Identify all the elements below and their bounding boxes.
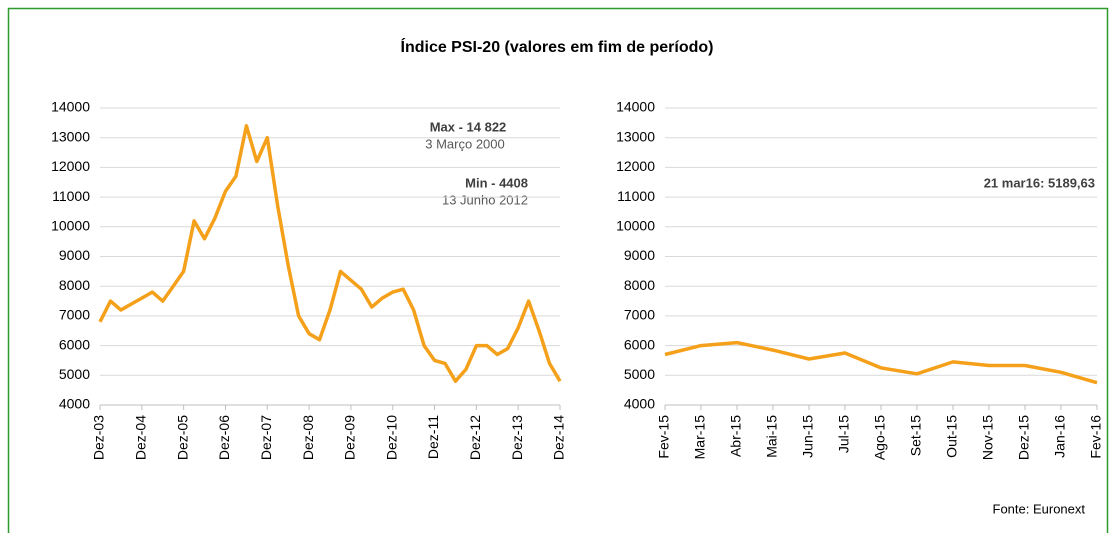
y-tick-label: 13000 xyxy=(616,128,655,144)
chart-title: Índice PSI-20 (valores em fim de período… xyxy=(401,37,714,56)
y-tick-label: 9000 xyxy=(59,247,90,263)
y-tick-label: 4000 xyxy=(624,396,655,412)
x-tick-label: Dez-13 xyxy=(509,415,525,460)
y-tick-label: 7000 xyxy=(624,307,655,323)
annotation: 13 Junho 2012 xyxy=(442,192,528,207)
annotation: Max - 14 822 xyxy=(430,119,507,134)
y-tick-label: 7000 xyxy=(59,307,90,323)
x-tick-label: Fev-15 xyxy=(656,415,672,459)
frame xyxy=(7,7,1109,538)
x-tick-label: Jun-15 xyxy=(800,415,816,458)
x-tick-label: Set-15 xyxy=(908,415,924,456)
x-tick-label: Dez-08 xyxy=(300,415,316,460)
annotation: 21 mar16: 5189,63 xyxy=(984,175,1095,190)
line xyxy=(664,340,1098,385)
annotation: 3 Março 2000 xyxy=(425,136,505,151)
y-tick-label: 14000 xyxy=(51,99,90,115)
x-tick-label: Dez-14 xyxy=(551,415,567,460)
x-tick-label: Dez-15 xyxy=(1016,415,1032,460)
x-tick-label: Jan-16 xyxy=(1052,415,1068,458)
x-tick-label: Mai-15 xyxy=(764,415,780,458)
y-tick-label: 14000 xyxy=(616,99,655,115)
x-tick-label: Mar-15 xyxy=(692,415,708,460)
x-tick-label: Dez-11 xyxy=(425,415,441,459)
x-tick-label: Dez-03 xyxy=(91,415,107,460)
y-tick-label: 10000 xyxy=(616,218,655,234)
x-tick-label: Dez-12 xyxy=(467,415,483,460)
line xyxy=(98,124,562,383)
y-tick-label: 11000 xyxy=(52,188,90,204)
x-tick-label: Dez-04 xyxy=(133,415,149,460)
y-tick-label: 6000 xyxy=(624,336,655,352)
x-tick-label: Dez-05 xyxy=(174,415,190,460)
x-tick-label: Jul-15 xyxy=(836,415,852,453)
y-tick-label: 12000 xyxy=(616,158,655,174)
y-tick-label: 8000 xyxy=(59,277,90,293)
annotation: Min - 4408 xyxy=(465,175,528,190)
y-tick-label: 4000 xyxy=(59,396,90,412)
y-tick-label: 13000 xyxy=(51,128,90,144)
y-tick-label: 5000 xyxy=(624,366,655,382)
x-tick-label: Fev-16 xyxy=(1088,415,1104,459)
y-tick-label: 8000 xyxy=(624,277,655,293)
x-tick-label: Dez-06 xyxy=(216,415,232,460)
y-tick-label: 5000 xyxy=(59,366,90,382)
y-tick-label: 10000 xyxy=(51,218,90,234)
x-tick-label: Abr-15 xyxy=(728,415,744,457)
x-tick-label: Dez-07 xyxy=(258,415,274,460)
y-tick-label: 6000 xyxy=(59,336,90,352)
y-tick-label: 11000 xyxy=(617,188,655,204)
y-tick-label: 12000 xyxy=(51,158,90,174)
x-tick-label: Nov-15 xyxy=(980,415,996,460)
x-tick-label: Dez-10 xyxy=(383,415,399,460)
source: Fonte: Euronext xyxy=(993,501,1086,516)
x-tick-label: Out-15 xyxy=(944,415,960,458)
x-tick-label: Dez-09 xyxy=(342,415,358,460)
y-tick-label: 9000 xyxy=(624,247,655,263)
x-tick-label: Ago-15 xyxy=(872,415,888,460)
